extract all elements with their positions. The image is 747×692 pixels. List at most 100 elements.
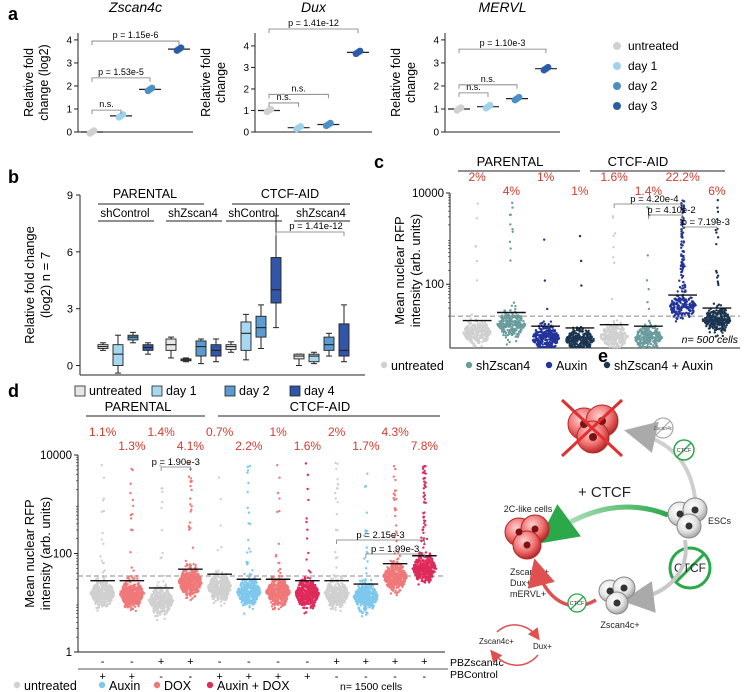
data-point <box>101 499 105 502</box>
data-point <box>246 490 249 494</box>
data-point <box>96 609 99 612</box>
data-point <box>227 580 231 583</box>
data-point <box>131 600 134 604</box>
data-point <box>129 491 132 495</box>
data-point <box>523 323 527 326</box>
data-point <box>639 341 643 345</box>
data-point <box>680 240 683 243</box>
data-point <box>508 240 512 244</box>
data-point-day-2 <box>515 93 523 101</box>
data-point <box>187 475 191 478</box>
data-point-day-2 <box>148 84 156 92</box>
data-point <box>484 329 487 332</box>
y-tick-label: 0 <box>67 361 73 373</box>
data-point <box>567 338 571 342</box>
data-point <box>541 337 545 341</box>
data-point <box>102 542 105 546</box>
data-point <box>715 309 718 312</box>
data-point <box>475 217 479 220</box>
data-point <box>476 202 479 205</box>
data-point <box>504 325 508 328</box>
percent-label: 6% <box>708 184 726 198</box>
data-point <box>610 325 613 328</box>
data-point <box>483 333 486 337</box>
data-point <box>641 342 645 345</box>
data-point <box>166 607 169 610</box>
data-point <box>191 597 194 600</box>
data-point <box>673 305 676 308</box>
data-point <box>675 302 678 306</box>
data-point <box>545 338 549 342</box>
data-point <box>717 283 720 287</box>
data-point <box>97 606 100 610</box>
data-point <box>675 312 678 315</box>
data-point <box>604 333 608 336</box>
data-point <box>612 234 615 237</box>
data-point <box>502 333 505 337</box>
data-point <box>620 344 624 347</box>
data-point <box>508 340 511 344</box>
box-body <box>270 257 282 304</box>
data-point <box>245 560 248 564</box>
data-point <box>129 528 133 532</box>
data-point <box>150 595 153 598</box>
data-point <box>511 316 515 319</box>
data-point <box>509 308 512 312</box>
data-point <box>616 342 619 345</box>
data-point <box>225 584 228 588</box>
data-point <box>644 341 647 345</box>
data-point <box>511 333 514 336</box>
data-point <box>219 581 223 584</box>
data-point <box>163 610 166 613</box>
data-point <box>709 323 712 326</box>
data-point <box>721 324 724 327</box>
data-point <box>514 304 517 308</box>
y-tick-label: 100 <box>425 279 444 291</box>
legend-label: untreated <box>391 359 444 373</box>
data-point <box>246 563 249 566</box>
data-point <box>160 610 164 613</box>
data-point <box>621 339 625 342</box>
data-point <box>184 590 188 594</box>
data-point <box>617 314 621 317</box>
data-point <box>216 549 219 552</box>
data-point <box>557 337 561 340</box>
legend-swatch <box>224 385 236 397</box>
significance-bracket <box>91 77 151 82</box>
data-point <box>592 339 595 342</box>
data-point <box>652 332 655 336</box>
legend-label: day 3 <box>628 99 658 113</box>
legend-swatch <box>151 385 163 397</box>
data-point <box>582 341 585 344</box>
data-point <box>721 318 724 321</box>
data-point <box>127 590 131 593</box>
data-point <box>687 312 690 315</box>
data-point <box>223 602 226 605</box>
data-column <box>565 234 595 349</box>
data-point <box>130 597 134 601</box>
data-point <box>102 561 105 565</box>
data-point <box>240 583 243 586</box>
data-point <box>652 345 655 349</box>
data-point <box>121 597 125 600</box>
data-point <box>692 309 695 313</box>
data-point <box>189 477 193 480</box>
data-point <box>506 319 510 323</box>
box-body <box>112 344 124 366</box>
data-point <box>162 603 166 606</box>
y-axis-label: Relative foldchange (log2) <box>22 44 51 120</box>
data-point <box>504 336 508 339</box>
data-point <box>135 586 138 590</box>
data-point <box>681 231 685 234</box>
data-point <box>715 271 718 274</box>
data-point <box>682 241 685 244</box>
data-point <box>246 596 249 599</box>
data-point <box>469 317 472 321</box>
data-point <box>132 589 136 592</box>
data-point <box>634 336 638 340</box>
data-point <box>574 345 578 349</box>
data-point <box>102 595 105 598</box>
data-point <box>258 589 261 592</box>
data-point <box>609 331 612 334</box>
